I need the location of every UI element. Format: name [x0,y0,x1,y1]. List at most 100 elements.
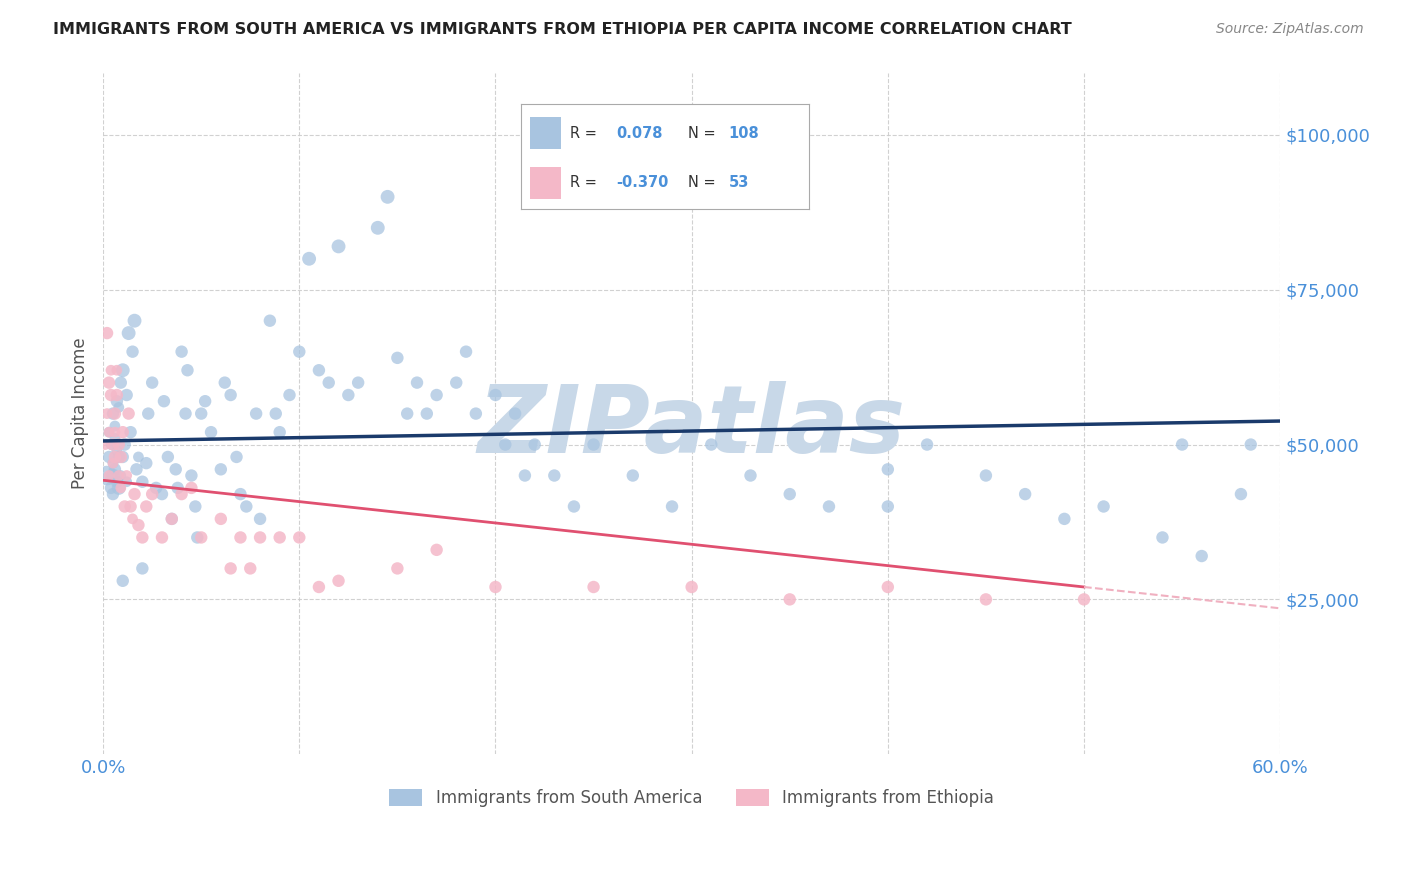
Point [108,450,131,464]
Point [170,487,193,501]
Point [194,394,217,409]
Text: IMMIGRANTS FROM SOUTH AMERICA VS IMMIGRANTS FROM ETHIOPIA PER CAPITA INCOME CORR: IMMIGRANTS FROM SOUTH AMERICA VS IMMIGRA… [53,22,1073,37]
Point [96,468,118,483]
Point [121,512,143,526]
Y-axis label: Per Capita Income: Per Capita Income [72,338,89,490]
Point [876,500,898,514]
Point [100,437,122,451]
Point [160,512,183,526]
Point [406,376,429,390]
Point [170,344,193,359]
Point [111,363,134,377]
Point [156,450,179,464]
Point [145,481,167,495]
Point [387,561,409,575]
Point [127,450,149,464]
Point [176,363,198,377]
Point [209,512,232,526]
Point [377,190,399,204]
Point [278,388,301,402]
Point [876,462,898,476]
Point [1240,437,1263,451]
Point [101,456,124,470]
Point [131,475,153,489]
Point [190,407,212,421]
Point [94,437,117,451]
Point [124,487,146,501]
Point [503,407,526,421]
Point [98,425,121,439]
Point [582,580,605,594]
Point [131,561,153,575]
Point [219,388,242,402]
Point [111,574,134,588]
Point [259,314,281,328]
Point [239,561,262,575]
Point [523,437,546,451]
Point [104,419,127,434]
Point [115,388,138,402]
Point [269,425,291,439]
Point [740,468,762,483]
Point [328,239,350,253]
Point [444,376,467,390]
Point [174,407,197,421]
Point [101,456,124,470]
Point [110,481,132,495]
Point [387,351,409,365]
Point [661,500,683,514]
Point [100,363,122,377]
Point [219,561,242,575]
Point [494,437,516,451]
Point [100,481,122,495]
Point [136,407,159,421]
Point [101,407,124,421]
Point [108,468,131,483]
Point [104,462,127,476]
Point [160,512,183,526]
Point [96,407,118,421]
Point [114,500,136,514]
Point [141,487,163,501]
Point [111,425,134,439]
Point [127,518,149,533]
Point [264,407,287,421]
Point [1092,500,1115,514]
Point [114,437,136,451]
Point [135,500,157,514]
Point [318,376,340,390]
Point [269,531,291,545]
Point [974,592,997,607]
Point [105,363,128,377]
Point [1053,512,1076,526]
Point [974,468,997,483]
Point [105,394,128,409]
Point [150,531,173,545]
Point [1014,487,1036,501]
Point [104,431,127,445]
Point [98,376,121,390]
Point [681,580,703,594]
Point [104,407,127,421]
Point [121,344,143,359]
Point [153,394,176,409]
Point [484,580,506,594]
Point [209,462,232,476]
Point [117,326,139,340]
Point [416,407,439,421]
Point [115,468,138,483]
Text: ZIPatlas: ZIPatlas [478,381,905,474]
Point [120,425,142,439]
Point [700,437,723,451]
Point [464,407,486,421]
Point [367,220,389,235]
Point [108,437,131,451]
Point [96,326,118,340]
Point [337,388,360,402]
Point [1191,549,1213,563]
Point [1230,487,1253,501]
Point [426,542,449,557]
Point [105,475,128,489]
Point [98,425,121,439]
Point [98,468,121,483]
